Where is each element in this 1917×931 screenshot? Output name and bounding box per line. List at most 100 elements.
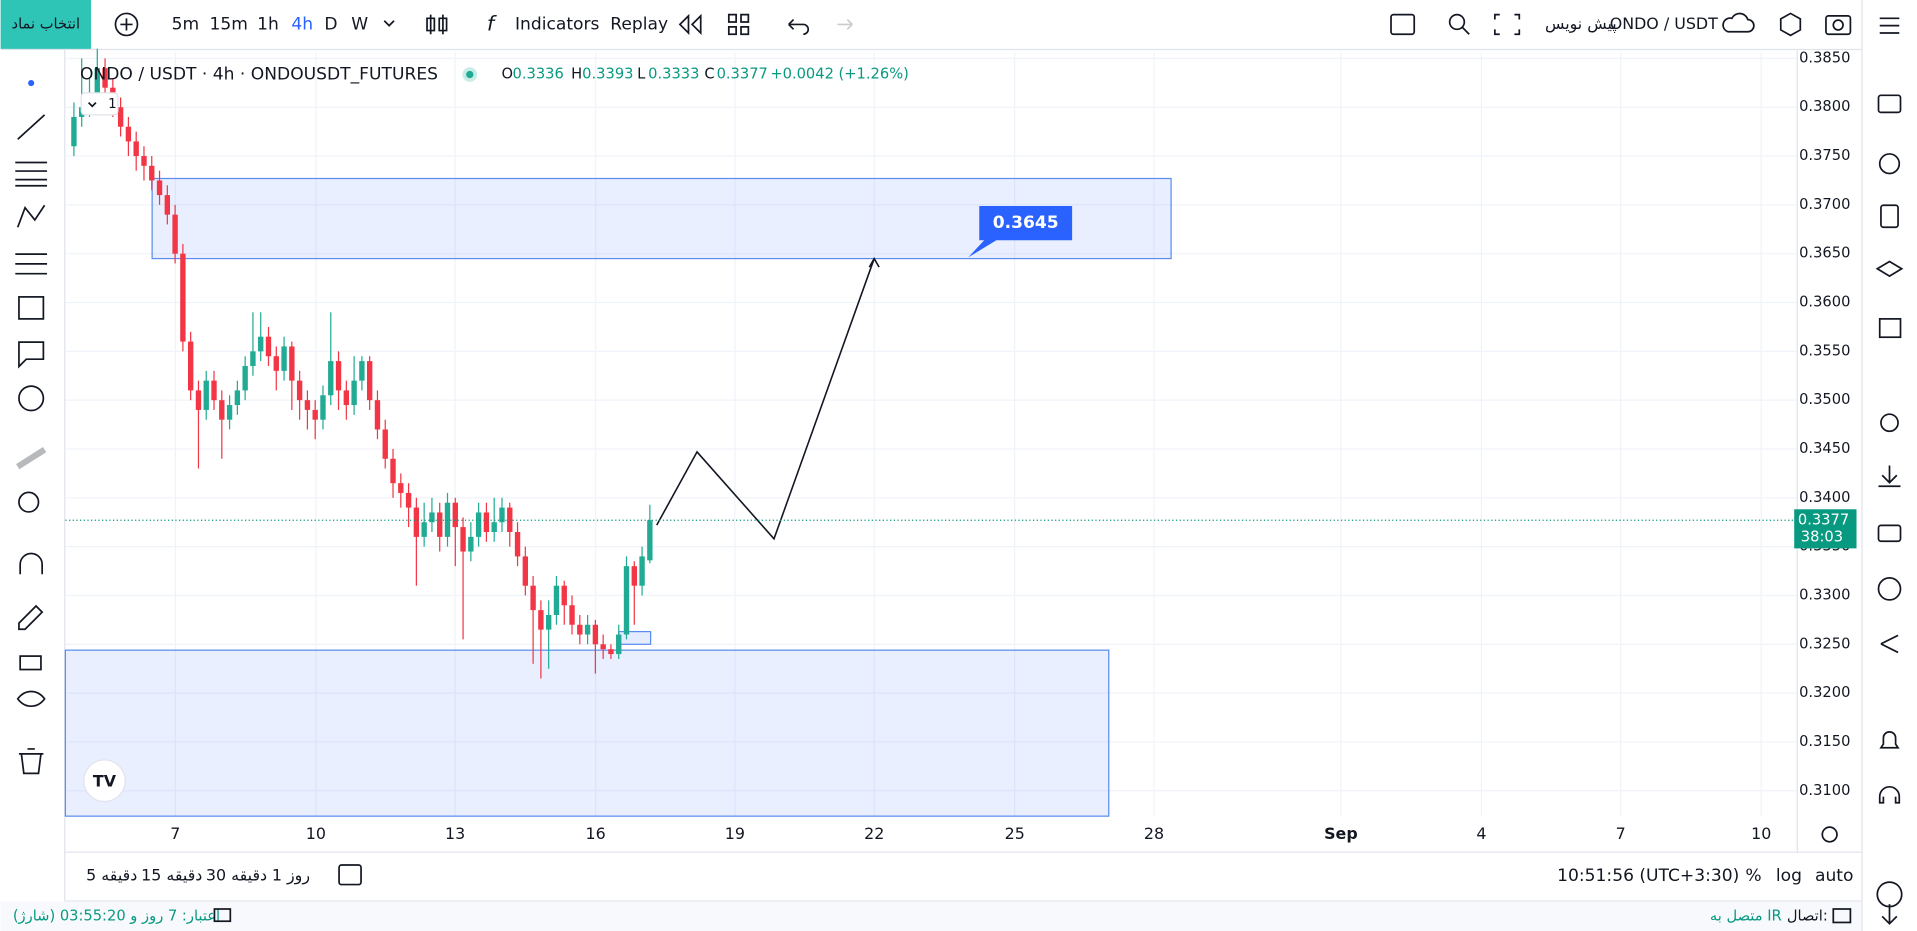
legend-change: +0.0042 (+1.26%) [770,66,909,83]
visibility-tool[interactable] [16,690,46,708]
zoom-tool[interactable] [18,491,40,513]
download-icon[interactable] [1878,465,1901,488]
y-tick-label: 0.3600 [1799,294,1850,311]
range-button[interactable]: 5 دقیقه [86,866,137,885]
text-tool[interactable] [18,341,45,369]
alert-icon[interactable] [1878,153,1901,175]
account-icon[interactable] [1877,577,1902,601]
settings-icon[interactable] [1880,413,1899,433]
support-icon[interactable] [1878,785,1901,804]
candle-body [413,507,420,537]
candle-body [117,107,124,127]
candle-body [281,346,287,371]
interval[interactable]: 4h [291,14,313,34]
candle-body [514,531,521,557]
chart-title: ONDO / USDT · 4h · ONDOUSDT_FUTURES [80,65,438,85]
candle-body [94,68,100,93]
magnet-tool[interactable] [19,552,44,575]
pattern-tool[interactable] [16,204,46,228]
axis-settings-icon[interactable] [1821,826,1838,843]
candle-body [133,141,139,157]
clock: 10:51:56 (UTC+3:30) [1557,866,1739,886]
candle-body [289,346,295,381]
fib-tool[interactable] [15,161,48,187]
ruler-tool[interactable] [16,447,47,470]
legend-key: C [704,66,714,83]
candle-body [258,336,264,352]
indicators[interactable]: Indicators [515,14,600,34]
y-tick-label: 0.3100 [1799,782,1850,799]
shape-tool[interactable] [18,296,45,320]
trend-line-tool[interactable] [17,114,46,140]
range-button[interactable]: 30 دقیقه [206,866,267,885]
range-button[interactable]: 1 روز [272,866,310,886]
card-icon[interactable] [1877,524,1902,543]
candle-body [569,605,575,625]
symbol-button-label[interactable]: انتخاب نماد [12,15,81,32]
menu-icon[interactable] [1879,17,1900,34]
layout-icon[interactable] [727,13,750,36]
y-tick-label: 0.3500 [1799,391,1850,408]
candle-body [320,395,326,420]
candle-body [499,507,505,523]
y-tick-label: 0.3550 [1799,342,1850,359]
scale-option[interactable]: auto [1815,866,1853,886]
search-icon[interactable] [1448,13,1466,31]
share-icon[interactable] [1880,634,1899,654]
list-icon[interactable] [1878,318,1902,339]
add-icon[interactable] [114,12,139,37]
candle-body [343,390,350,406]
interval[interactable]: D [324,14,337,34]
candle-body [405,492,412,508]
trash-tool[interactable] [18,748,44,775]
watchlist-icon[interactable] [1877,94,1902,114]
scale-option[interactable]: log [1776,866,1802,886]
candle-body [219,400,225,420]
symbol-button[interactable] [0,0,92,49]
interval[interactable]: 1h [257,14,279,34]
candle-body [647,520,653,561]
scale-option[interactable]: % [1745,866,1761,886]
right-sidebar [1875,94,1904,804]
lock-tool[interactable] [19,655,42,671]
x-tick-label: 22 [864,824,884,843]
candle-body [398,483,404,493]
replay[interactable]: Replay [610,14,668,34]
x-tick-label: 10 [1751,824,1771,843]
legend-key: O [502,66,514,83]
dropdown-icon[interactable] [383,20,395,27]
bell-icon[interactable] [1879,731,1900,749]
settings-icon[interactable] [1779,12,1802,37]
connection-label: اتصال: [1787,907,1828,924]
camera-icon[interactable] [1825,15,1852,36]
layers-icon[interactable] [1875,260,1904,278]
projection-tool[interactable] [15,253,48,275]
chart-type-icon[interactable] [426,14,448,35]
candle-body [452,502,458,528]
emoji-tool[interactable] [18,385,45,412]
scroll-down-icon[interactable] [1881,904,1898,925]
undo-icon[interactable] [788,18,810,36]
candle-body [312,409,318,420]
range-button[interactable]: 15 دقیقه [141,866,202,885]
cloud-icon[interactable] [1722,12,1755,33]
x-tick-label: 4 [1476,824,1486,843]
candle-body [335,361,342,391]
legend-value: 0.3333 [648,66,699,83]
pencil-tool[interactable] [18,604,44,631]
connection: متصل به IR [1710,907,1782,924]
y-tick-label: 0.3400 [1799,489,1850,506]
pane-badge[interactable] [80,92,119,116]
date-range-icon[interactable] [338,864,362,886]
x-tick-label: 7 [170,824,180,843]
interval[interactable]: W [351,14,368,34]
candle-body [460,527,466,552]
candle-body [545,614,552,630]
price-label-bg [1794,509,1857,549]
cursor-tool[interactable] [28,80,35,87]
fullscreen-icon[interactable] [1390,13,1416,36]
interval[interactable]: 15m [210,14,248,34]
news-icon[interactable] [1880,204,1899,229]
interval[interactable]: 5m [172,14,200,34]
expand-icon[interactable] [1494,13,1521,36]
